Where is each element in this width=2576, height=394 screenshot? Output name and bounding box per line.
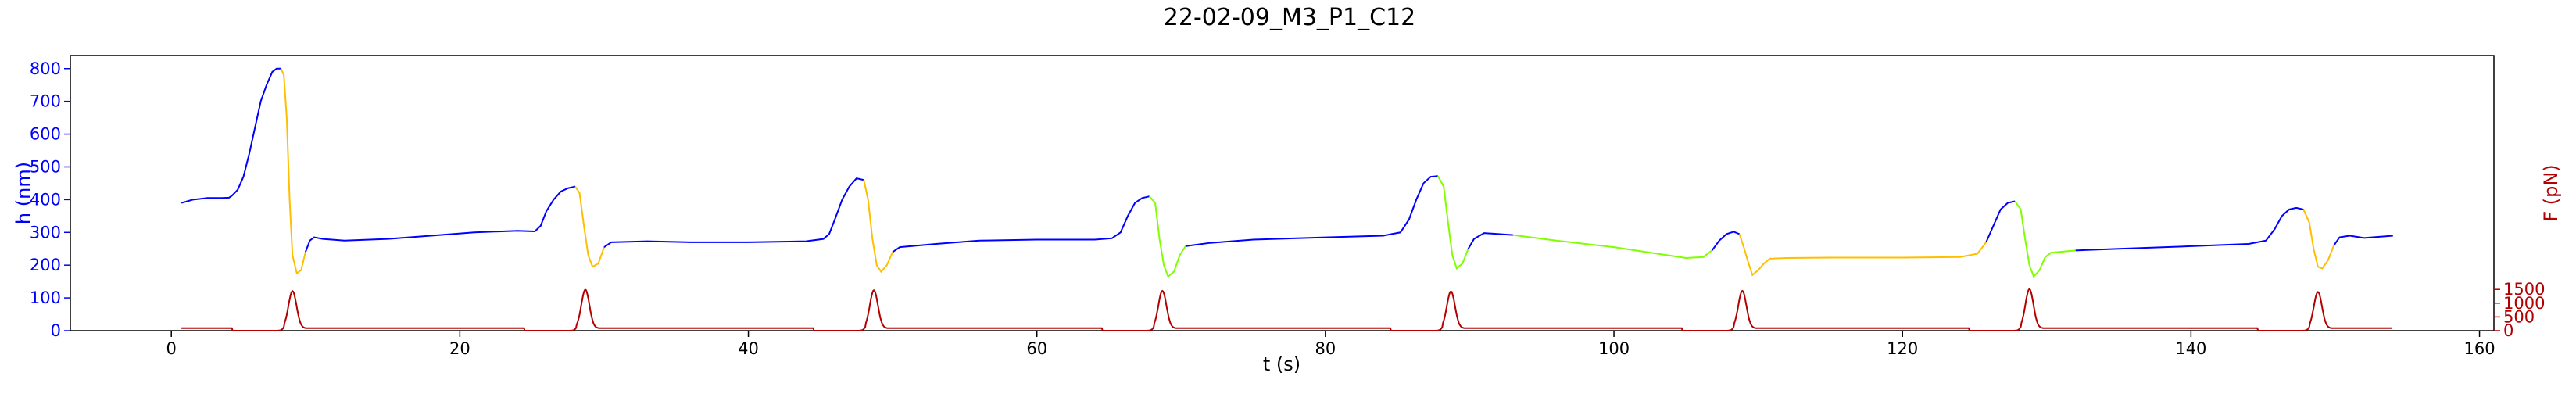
h-trace-segment (1738, 234, 1987, 277)
y-axis-label-right: F (pN) (2540, 164, 2562, 221)
y-tick-label-left: 0 (51, 321, 61, 340)
y-axis-label-left: h (nm) (13, 162, 34, 224)
h-trace-segment (280, 68, 306, 275)
y-tick-label-left: 700 (30, 92, 61, 111)
x-tick-label: 0 (166, 339, 177, 358)
h-trace-segment (1467, 232, 1513, 249)
x-tick-label: 120 (1887, 339, 1918, 358)
y-tick-label-left: 800 (30, 59, 61, 78)
x-tick-label: 20 (449, 339, 470, 358)
h-trace-segment (2302, 209, 2335, 270)
y-tick-label-left: 600 (30, 125, 61, 144)
h-trace-segment (1512, 234, 1713, 259)
y-tick-label-left: 200 (30, 256, 61, 274)
h-trace-segment (1436, 175, 1469, 270)
y-tick-label-left: 500 (30, 157, 61, 176)
x-tick-label: 140 (2175, 339, 2206, 358)
h-trace-segment (1185, 175, 1438, 247)
x-axis-ticks: 0 20 40 60 80 100 120 140 160 (166, 331, 2496, 358)
h-trace-segment (304, 185, 576, 253)
y-tick-label-right: 1500 (2503, 280, 2545, 299)
plot-area (70, 55, 2495, 331)
h-trace-segment (2014, 200, 2076, 278)
y-tick-label-right: 0 (2503, 321, 2513, 340)
x-tick-label: 100 (1598, 339, 1630, 358)
y-tick-label-left: 400 (30, 190, 61, 209)
x-tick-label: 160 (2463, 339, 2495, 358)
h-trace-segment (1148, 195, 1186, 278)
y-axis-ticks-left: 0 100 200 300 400 500 600 700 800 (30, 59, 70, 340)
h-series (181, 67, 2393, 278)
chart-title: 22-02-09_M3_P1_C12 (1164, 4, 1415, 31)
h-trace-segment (574, 186, 605, 268)
h-trace-segment (1985, 200, 2016, 243)
y-tick-label-right: 500 (2503, 307, 2535, 326)
x-tick-label: 60 (1026, 339, 1047, 358)
y-tick-label-left: 300 (30, 223, 61, 242)
h-trace-segment (863, 180, 894, 274)
h-trace-segment (181, 67, 281, 204)
h-trace-segment (2333, 235, 2393, 246)
h-trace-segment (2075, 206, 2304, 252)
h-trace-segment (603, 177, 864, 248)
force-series (181, 288, 2392, 331)
h-trace-segment (892, 195, 1150, 253)
force-trace (181, 288, 2392, 331)
y-tick-label-left: 100 (30, 288, 61, 307)
x-tick-label: 40 (738, 339, 759, 358)
y-tick-label-right: 1000 (2503, 294, 2545, 313)
x-tick-label: 80 (1315, 339, 1336, 358)
x-axis-label: t (s) (1263, 353, 1301, 375)
h-trace-segment (1711, 231, 1740, 251)
